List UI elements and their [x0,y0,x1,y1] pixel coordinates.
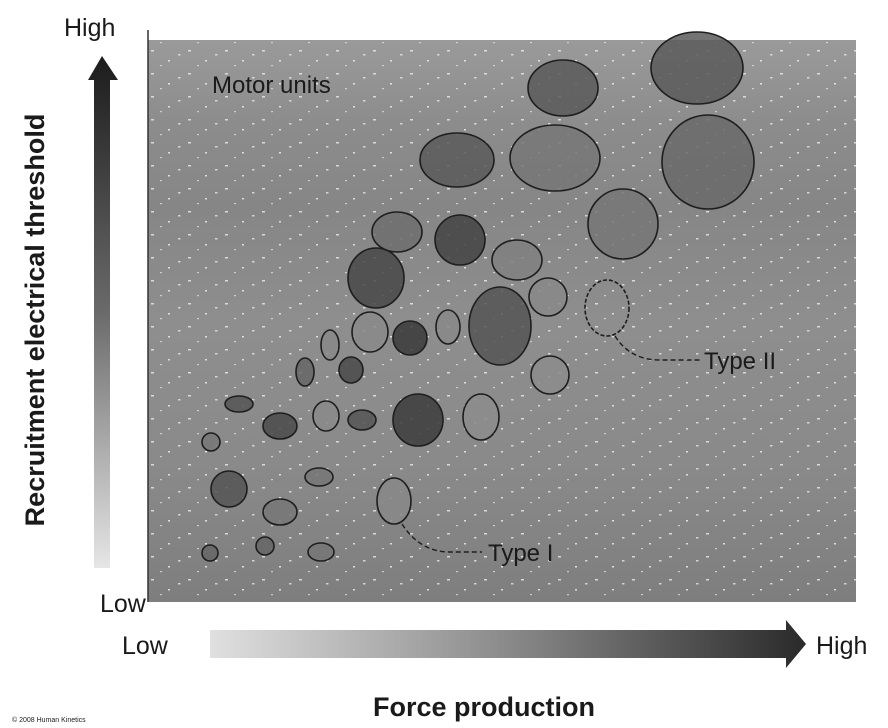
motor-unit [320,329,340,361]
motor-units [201,31,755,562]
motor-unit [392,393,444,447]
x-axis-title: Force production [373,692,595,722]
x-high-label: High [816,632,867,660]
motor-unit [295,357,315,387]
motor-unit [530,355,570,395]
motor-unit [371,211,423,253]
motor-unit [435,309,461,345]
motor-unit [462,393,500,441]
motor-unit [392,320,428,356]
motor-unit [587,188,659,260]
x-arrow [210,620,806,668]
motor-unit [528,277,568,317]
motor-unit [312,400,340,432]
motor-unit [262,498,298,526]
motor-unit [491,239,543,281]
motor-unit [661,114,755,210]
motor-unit [338,356,364,384]
motor-unit [527,59,599,117]
motor-unit [224,395,254,413]
type-i-leader [401,523,482,553]
motor-unit [201,544,219,562]
motor-units-label: Motor units [212,72,331,99]
motor-unit [434,214,486,266]
motor-unit [201,432,221,452]
motor-unit [376,477,412,525]
motor-unit [347,409,377,431]
motor-unit [584,279,630,337]
motor-unit [468,286,532,366]
copyright: © 2008 Human Kinetics [12,716,86,724]
motor-unit [650,31,744,105]
motor-unit [304,467,334,487]
y-axis-title: Recruitment electrical threshold [20,114,50,527]
motor-unit [307,542,335,562]
x-low-label: Low [122,632,169,660]
motor-unit [509,124,601,192]
type-ii-label: Type II [704,348,776,375]
motor-unit [419,132,495,188]
y-low-label: Low [100,590,147,618]
y-arrow [88,56,118,568]
motor-unit [262,412,298,440]
x-axis: Low High Force production [122,620,867,722]
y-high-label: High [64,14,115,42]
type-i-label: Type I [488,540,553,567]
motor-unit [210,470,248,508]
motor-unit [255,536,275,556]
motor-unit [347,247,405,309]
motor-unit [351,311,389,353]
y-axis: High Low Recruitment electrical threshol… [20,14,147,618]
